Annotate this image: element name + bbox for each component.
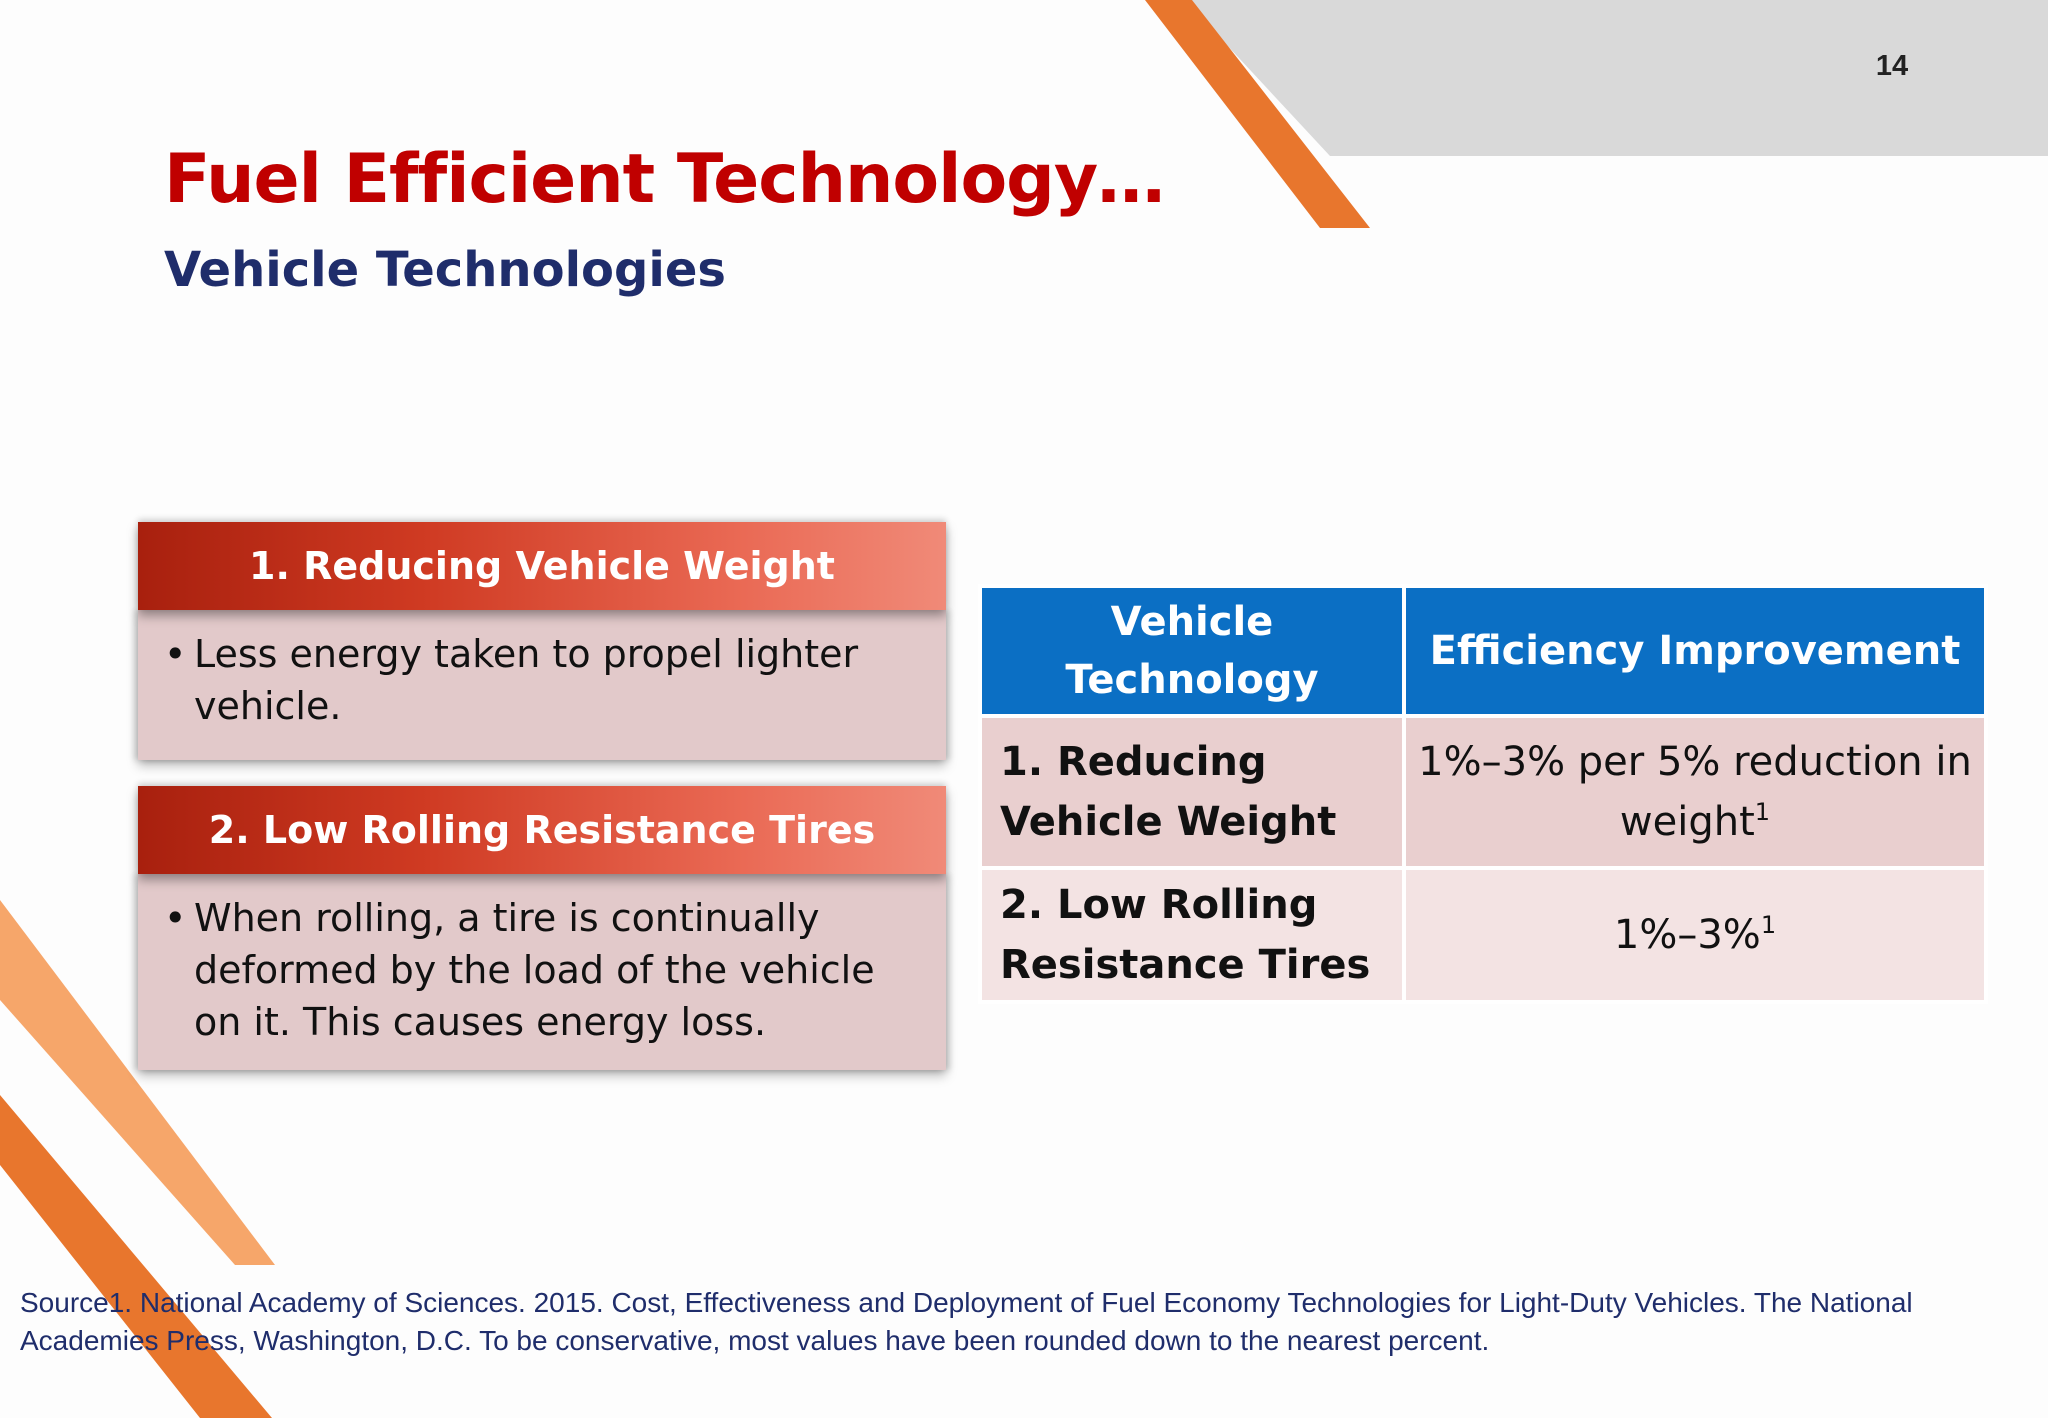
improvement-text: 1%–3% per 5% reduction in weight	[1418, 739, 1972, 845]
cell-improvement: 1%–3%1	[1402, 866, 1988, 1004]
footnote-marker: 1	[1754, 798, 1771, 826]
table-row: 1. Reducing Vehicle Weight 1%–3% per 5% …	[978, 714, 1988, 870]
orange-stripe-bottom	[0, 1095, 272, 1418]
table-row: 2. Low Rolling Resistance Tires 1%–3%1	[978, 866, 1988, 1004]
column-header-technology: Vehicle Technology	[978, 584, 1406, 718]
card-header: 1. Reducing Vehicle Weight	[138, 522, 946, 610]
page-number: 14	[1875, 50, 1909, 82]
bullet-icon: •	[164, 632, 187, 676]
footnote-marker: 1	[1760, 911, 1777, 939]
card-header: 2. Low Rolling Resistance Tires	[138, 786, 946, 874]
light-orange-stripe-bottom	[0, 900, 275, 1265]
column-header-improvement: Efficiency Improvement	[1402, 584, 1988, 718]
source-footnote: Source1. National Academy of Sciences. 2…	[20, 1287, 1913, 1356]
cell-technology: 1. Reducing Vehicle Weight	[978, 714, 1406, 870]
card-body: • Less energy taken to propel lighter ve…	[138, 610, 946, 760]
improvement-text: 1%–3%	[1613, 912, 1761, 958]
card-body: • When rolling, a tire is continually de…	[138, 874, 946, 1070]
cell-improvement: 1%–3% per 5% reduction in weight1	[1402, 714, 1988, 870]
slide-title: Fuel Efficient Technology…	[164, 140, 1165, 219]
slide-subtitle: Vehicle Technologies	[164, 242, 726, 298]
orange-stripe-top	[1145, 0, 1370, 228]
gray-banner	[1185, 0, 2048, 156]
card-body-text: When rolling, a tire is continually defo…	[194, 896, 875, 1044]
table-header-row: Vehicle Technology Efficiency Improvemen…	[978, 584, 1988, 718]
efficiency-table: Vehicle Technology Efficiency Improvemen…	[978, 584, 1988, 1004]
bullet-icon: •	[164, 896, 187, 940]
card-body-text: Less energy taken to propel lighter vehi…	[194, 632, 859, 728]
card-reducing-weight: 1. Reducing Vehicle Weight • Less energy…	[138, 522, 946, 760]
cell-technology: 2. Low Rolling Resistance Tires	[978, 866, 1406, 1004]
card-rolling-resistance: 2. Low Rolling Resistance Tires • When r…	[138, 786, 946, 1070]
